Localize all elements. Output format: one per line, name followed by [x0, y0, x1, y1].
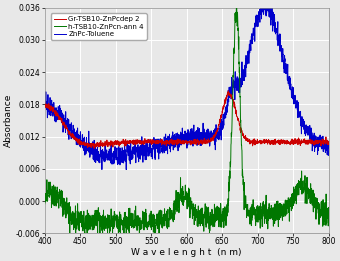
- h-TSB10-ZnPcn-ann 4: [326, 211, 330, 214]
- h-TSB10-ZnPcn-ann 4: [239, 118, 243, 122]
- Gr-TSB10-ZnPcdep 2: [48, 107, 52, 110]
- h-TSB10-ZnPcn-ann 4: [48, 180, 52, 183]
- Line: ZnPc-Toluene: ZnPc-Toluene: [45, 0, 328, 170]
- ZnPc-Toluene: [48, 96, 52, 99]
- Gr-TSB10-ZnPcdep 2: [94, 145, 98, 148]
- Gr-TSB10-ZnPcdep 2: [226, 89, 230, 92]
- Gr-TSB10-ZnPcdep 2: [309, 138, 313, 141]
- ZnPc-Toluene: [188, 142, 192, 145]
- ZnPc-Toluene: [326, 147, 330, 150]
- h-TSB10-ZnPcn-ann 4: [43, 202, 47, 205]
- Gr-TSB10-ZnPcdep 2: [188, 141, 192, 144]
- h-TSB10-ZnPcn-ann 4: [309, 182, 313, 185]
- h-TSB10-ZnPcn-ann 4: [171, 220, 175, 223]
- ZnPc-Toluene: [124, 168, 128, 171]
- X-axis label: W a v e l e n g h t  (n m): W a v e l e n g h t (n m): [131, 248, 242, 257]
- ZnPc-Toluene: [43, 104, 47, 107]
- ZnPc-Toluene: [171, 148, 175, 151]
- ZnPc-Toluene: [309, 128, 313, 131]
- Gr-TSB10-ZnPcdep 2: [239, 126, 243, 129]
- h-TSB10-ZnPcn-ann 4: [188, 200, 192, 203]
- Gr-TSB10-ZnPcdep 2: [326, 140, 330, 143]
- h-TSB10-ZnPcn-ann 4: [122, 242, 126, 245]
- Line: h-TSB10-ZnPcn-ann 4: h-TSB10-ZnPcn-ann 4: [45, 0, 328, 243]
- ZnPc-Toluene: [94, 152, 98, 155]
- Line: Gr-TSB10-ZnPcdep 2: Gr-TSB10-ZnPcdep 2: [45, 91, 328, 148]
- Y-axis label: Absorbance: Absorbance: [4, 94, 13, 147]
- Gr-TSB10-ZnPcdep 2: [92, 147, 96, 150]
- Legend: Gr-TSB10-ZnPcdep 2, h-TSB10-ZnPcn-ann 4, ZnPc-Toluene: Gr-TSB10-ZnPcdep 2, h-TSB10-ZnPcn-ann 4,…: [51, 13, 147, 40]
- ZnPc-Toluene: [238, 82, 242, 86]
- Gr-TSB10-ZnPcdep 2: [43, 101, 47, 104]
- h-TSB10-ZnPcn-ann 4: [94, 215, 98, 218]
- Gr-TSB10-ZnPcdep 2: [171, 139, 175, 142]
